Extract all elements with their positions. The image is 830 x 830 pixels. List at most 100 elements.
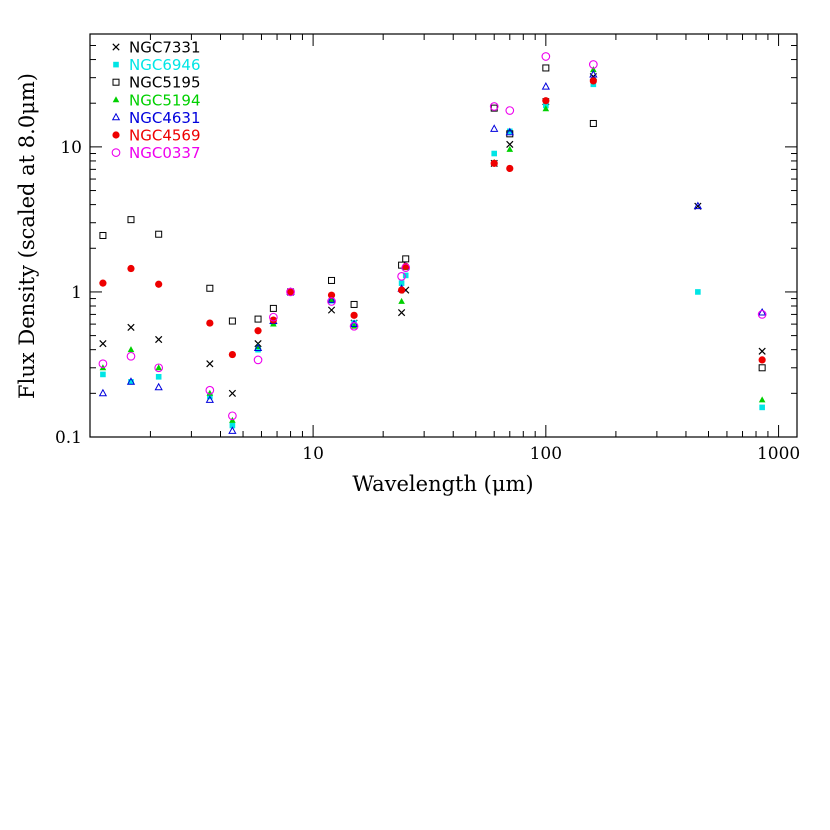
data-point (350, 300, 358, 308)
data-point (327, 291, 336, 299)
x-axis-label: Wavelength (μm) (352, 472, 533, 496)
legend-marker (112, 43, 120, 51)
y-tick-label: 0.1 (55, 428, 82, 448)
data-point (155, 335, 163, 344)
data-point (590, 66, 597, 73)
legend-marker (112, 96, 120, 103)
legend-marker (113, 61, 119, 68)
data-point (286, 287, 295, 297)
data-point (254, 327, 262, 335)
data-point (255, 346, 261, 353)
data-point (99, 231, 107, 239)
legend-label: NGC4569 (129, 127, 201, 145)
data-point (155, 230, 163, 238)
data-point (489, 102, 499, 111)
data-point (506, 164, 514, 173)
x-tick-label: 100 (530, 444, 562, 464)
data-point (126, 351, 136, 361)
data-point (206, 360, 214, 368)
data-point (757, 310, 767, 319)
data-point (127, 216, 135, 224)
data-point (99, 340, 107, 348)
data-point (542, 97, 550, 105)
data-point (398, 280, 405, 286)
legend-label: NGC6946 (129, 56, 201, 74)
data-point (505, 127, 514, 136)
legend-label: NGC4631 (129, 109, 201, 127)
data-point (269, 316, 277, 324)
data-point (541, 82, 550, 90)
data-point (397, 286, 406, 294)
data-point (589, 77, 597, 85)
legend-label: NGC0337 (129, 144, 201, 162)
data-point (542, 64, 550, 72)
data-point (349, 319, 359, 328)
data-point (541, 52, 551, 61)
data-point (127, 323, 135, 331)
legend-item-ngc7331: NGC7331 (112, 39, 201, 57)
data-point (99, 279, 107, 287)
data-point (206, 284, 214, 292)
legend-marker (111, 148, 121, 157)
data-point (397, 272, 406, 281)
data-point (127, 264, 135, 273)
data-point (589, 69, 598, 78)
data-point (229, 422, 236, 429)
data-point (128, 379, 134, 385)
data-point (328, 276, 336, 284)
data-point (228, 411, 237, 421)
x-tick-label: 1000 (757, 444, 800, 464)
data-point (154, 363, 164, 373)
legend-marker (111, 112, 121, 121)
data-point (506, 145, 514, 152)
legend-label: NGC5195 (129, 74, 201, 92)
data-point (759, 404, 765, 411)
data-point (350, 322, 358, 329)
data-point (327, 306, 336, 314)
data-point (228, 426, 237, 434)
legend-item-ngc0337: NGC0337 (111, 144, 201, 162)
legend-item-ngc6946: NGC6946 (113, 56, 201, 74)
data-point (154, 382, 163, 391)
series-ngc0337 (98, 52, 767, 421)
x-tick-label: 10 (302, 444, 324, 464)
data-point (100, 371, 106, 378)
data-point (155, 364, 162, 371)
legend-item-ngc4631: NGC4631 (111, 109, 201, 127)
data-point (506, 140, 514, 149)
data-point (402, 255, 410, 263)
data-point (349, 321, 359, 331)
data-point (254, 315, 262, 323)
data-point (695, 289, 701, 295)
data-point (758, 364, 766, 372)
data-point (328, 296, 335, 303)
data-point (327, 295, 336, 303)
data-point (758, 396, 766, 403)
data-point (228, 389, 237, 397)
data-point (155, 280, 163, 288)
legend-label: NGC7331 (129, 39, 201, 57)
plot-frame (89, 33, 798, 438)
data-point (228, 317, 236, 325)
data-markers (98, 52, 767, 434)
data-point (757, 307, 767, 316)
y-tick-label: 10 (60, 138, 82, 158)
series-ngc5195 (99, 64, 766, 372)
data-point (253, 355, 263, 365)
data-point (206, 319, 214, 327)
data-point (205, 395, 214, 403)
data-point (542, 105, 550, 112)
data-point (98, 388, 108, 397)
data-point (350, 311, 358, 319)
data-point (126, 377, 136, 385)
data-point (253, 343, 263, 352)
data-point (693, 201, 703, 210)
series-ngc4569 (99, 77, 766, 364)
data-point (269, 312, 278, 322)
data-point (397, 309, 406, 317)
data-point (490, 124, 499, 132)
data-point (98, 359, 108, 369)
data-point (205, 385, 215, 395)
legend-marker (112, 131, 120, 139)
